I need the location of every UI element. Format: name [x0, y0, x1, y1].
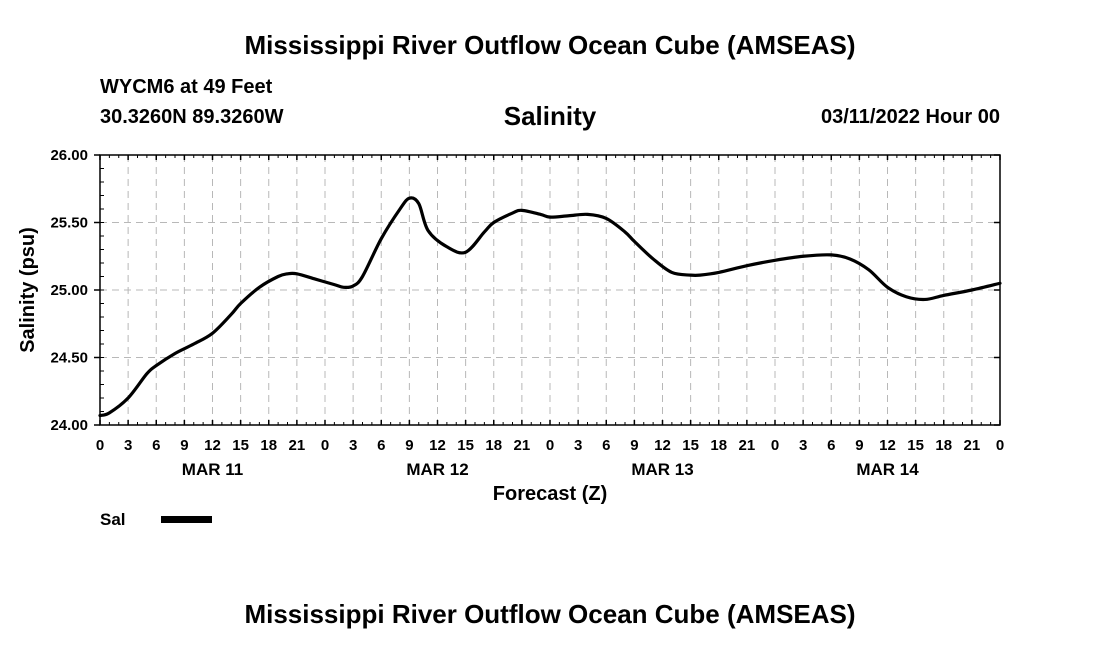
x-tick-label: 18 [260, 437, 277, 454]
x-tick-label: 21 [964, 437, 981, 454]
x-tick-label: 0 [321, 437, 329, 454]
y-tick-label: 25.50 [50, 215, 88, 232]
date-label: MAR 12 [406, 460, 468, 479]
x-tick-label: 18 [485, 437, 502, 454]
legend-swatch [161, 516, 212, 523]
x-tick-label: 3 [799, 437, 807, 454]
x-axis-label: Forecast (Z) [493, 483, 607, 505]
x-tick-label: 9 [180, 437, 188, 454]
x-tick-label: 3 [124, 437, 132, 454]
x-tick-label: 12 [204, 437, 221, 454]
y-tick-label: 26.00 [50, 147, 88, 164]
x-tick-label: 0 [771, 437, 779, 454]
issued-time-label: 03/11/2022 Hour 00 [820, 106, 1000, 128]
x-tick-label: 0 [546, 437, 554, 454]
x-tick-label: 12 [879, 437, 896, 454]
chart-footer-title: Mississippi River Outflow Ocean Cube (AM… [244, 599, 856, 629]
x-tick-label: 6 [377, 437, 385, 454]
salinity-series-line [98, 196, 1002, 418]
x-tick-label: 3 [349, 437, 357, 454]
chart-subtitle: Salinity [503, 101, 597, 131]
y-tick-label: 24.50 [50, 350, 88, 367]
y-tick-label: 24.00 [50, 417, 88, 434]
date-label: MAR 13 [631, 460, 693, 479]
date-label: MAR 14 [856, 460, 919, 479]
legend-label: Sal [100, 510, 126, 529]
y-tick-label: 25.00 [50, 282, 88, 299]
axes-layer: 0 3 6 9 12 15 18 21 0 3 6 9 12 15 18 21 0 3 6 9 12 15 18 21 0 3 6 9… [50, 147, 1004, 479]
chart-main-title: Mississippi River Outflow Ocean Cube (AM… [244, 30, 856, 60]
x-tick-label: 21 [514, 437, 531, 454]
x-tick-label: 0 [996, 437, 1004, 454]
x-tick-label: 15 [232, 437, 249, 454]
x-tick-label: 9 [630, 437, 638, 454]
x-tick-label: 6 [152, 437, 160, 454]
x-tick-label: 6 [827, 437, 835, 454]
x-tick-label: 21 [289, 437, 306, 454]
x-tick-label: 18 [710, 437, 727, 454]
series-layer [98, 196, 1002, 418]
plot-frame [99, 154, 1001, 426]
x-tick-label: 18 [935, 437, 952, 454]
x-tick-label: 6 [602, 437, 610, 454]
x-tick-label: 9 [405, 437, 413, 454]
grid-layer [100, 155, 1000, 425]
x-tick-label: 15 [682, 437, 699, 454]
y-axis-label: Salinity (psu) [17, 227, 39, 353]
legend: Sal [100, 510, 212, 529]
x-tick-label: 9 [855, 437, 863, 454]
x-tick-label: 15 [457, 437, 474, 454]
date-label: MAR 11 [182, 460, 243, 479]
x-tick-label: 3 [574, 437, 582, 454]
x-tick-label: 12 [429, 437, 446, 454]
x-tick-label: 0 [96, 437, 104, 454]
x-tick-label: 21 [739, 437, 756, 454]
x-tick-label: 15 [907, 437, 924, 454]
station-label: WYCM6 at 49 Feet [100, 76, 273, 98]
x-tick-label: 12 [654, 437, 671, 454]
coordinates-label: 30.3260N 89.3260W [100, 106, 284, 128]
